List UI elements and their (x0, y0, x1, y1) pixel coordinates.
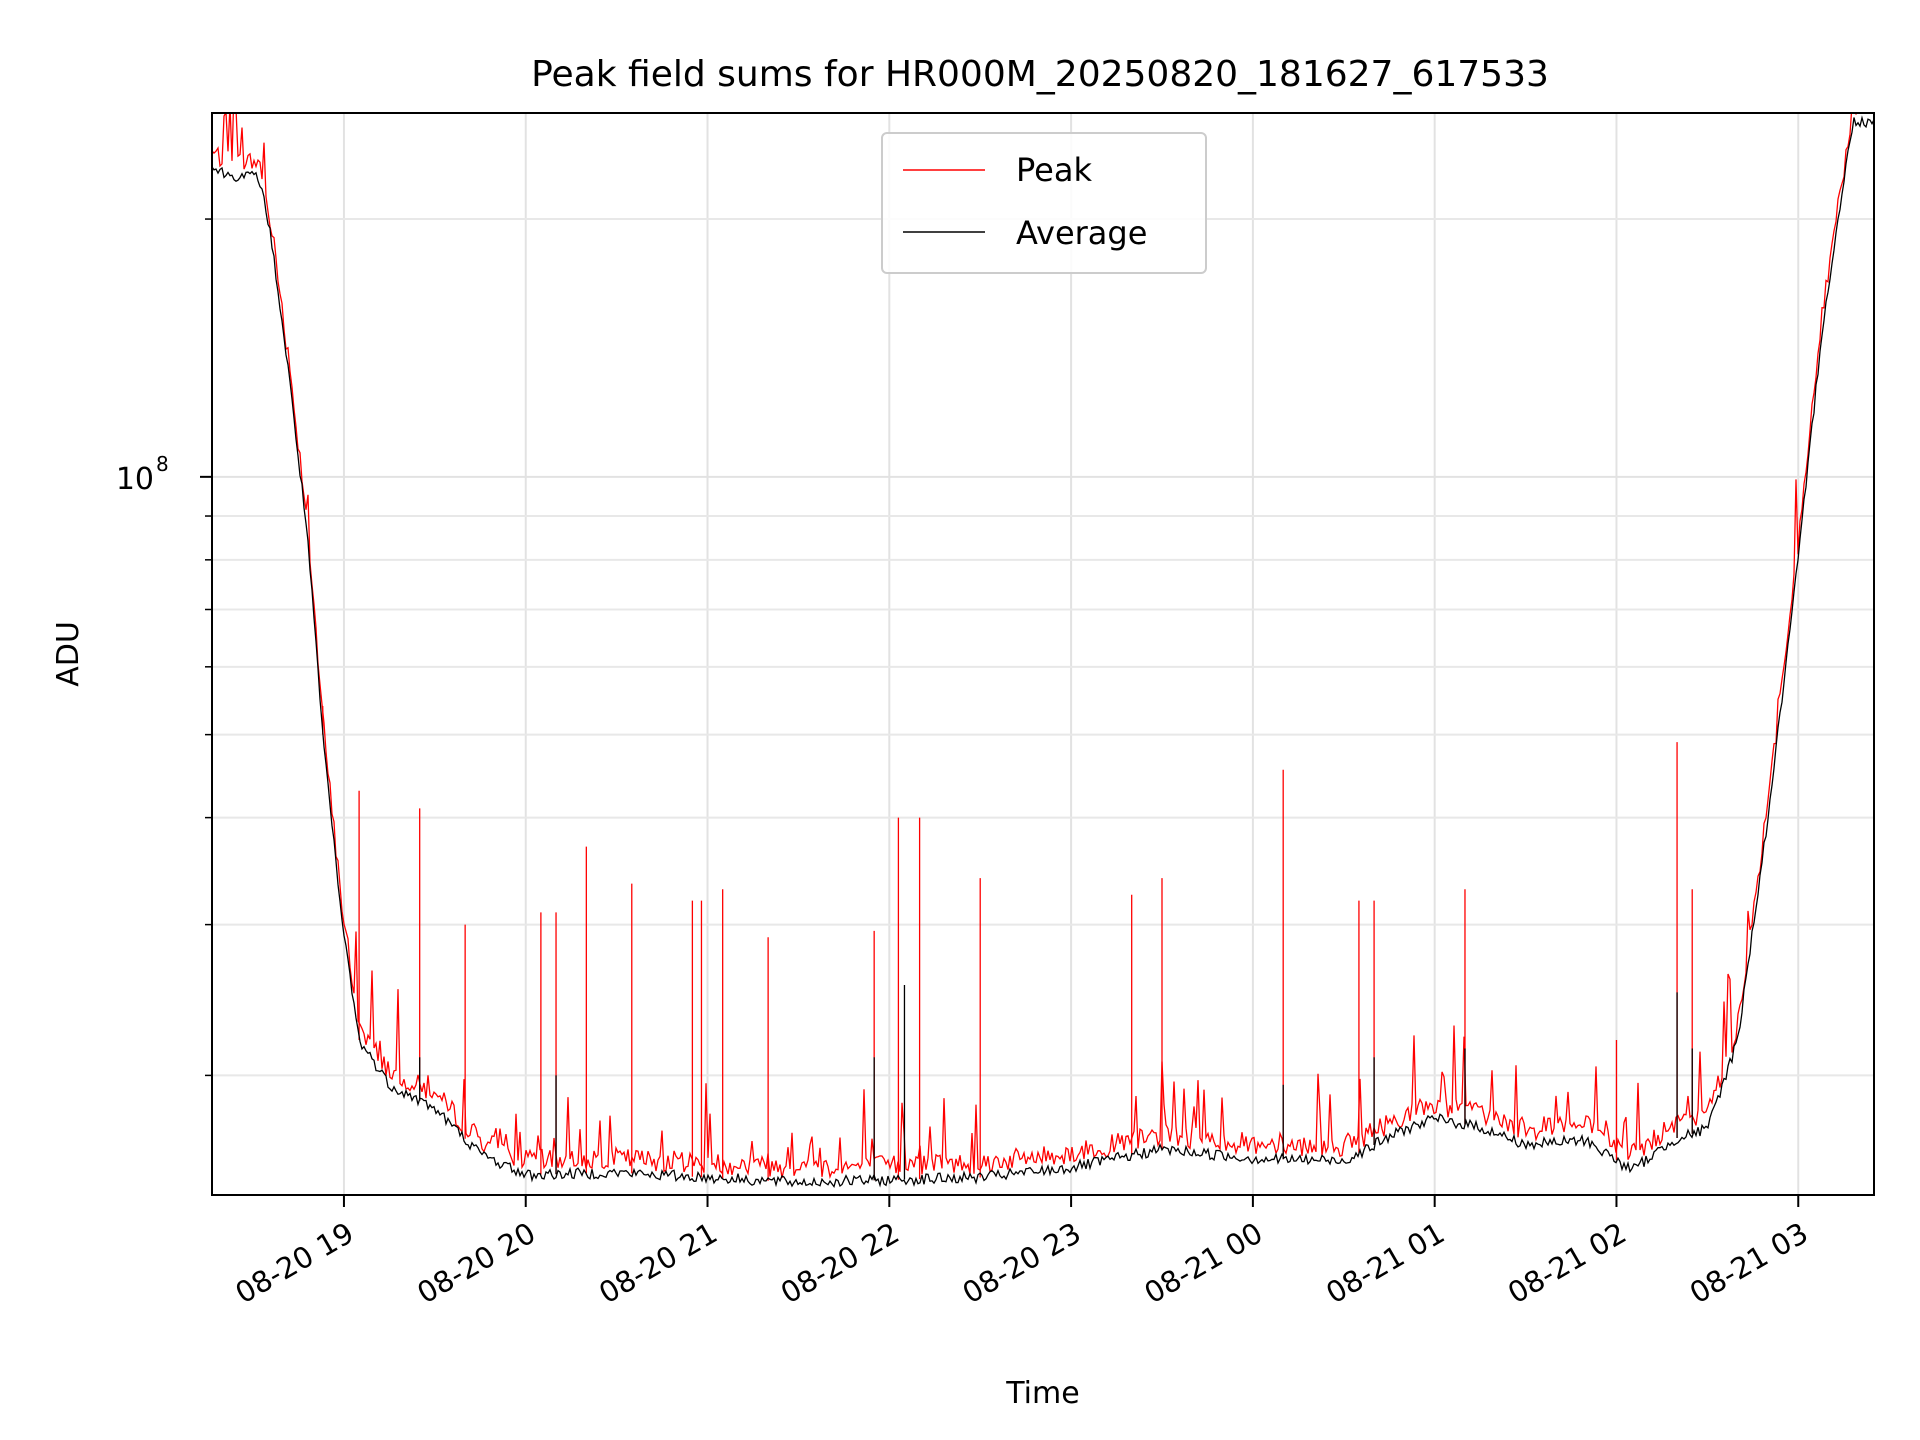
legend-label-average: Average (1016, 214, 1147, 252)
x-axis-label: Time (1005, 1376, 1079, 1411)
legend: Peak Average (881, 132, 1207, 274)
legend-box (881, 132, 1207, 274)
y-tick-label: 10 (116, 462, 154, 497)
y-tick-exponent: 8 (156, 452, 169, 476)
series-line-average (212, 115, 1874, 1189)
series-layer (212, 113, 1874, 1189)
grid-lines (212, 113, 1874, 1195)
legend-label-peak: Peak (1016, 151, 1092, 189)
y-axis-label: ADU (51, 621, 86, 687)
series-line-peak (212, 113, 1874, 1179)
chart-title: Peak field sums for HR000M_20250820_1816… (531, 54, 1549, 95)
plot-frame (211, 112, 1875, 1196)
y-axis: 10 8 (116, 218, 212, 1077)
